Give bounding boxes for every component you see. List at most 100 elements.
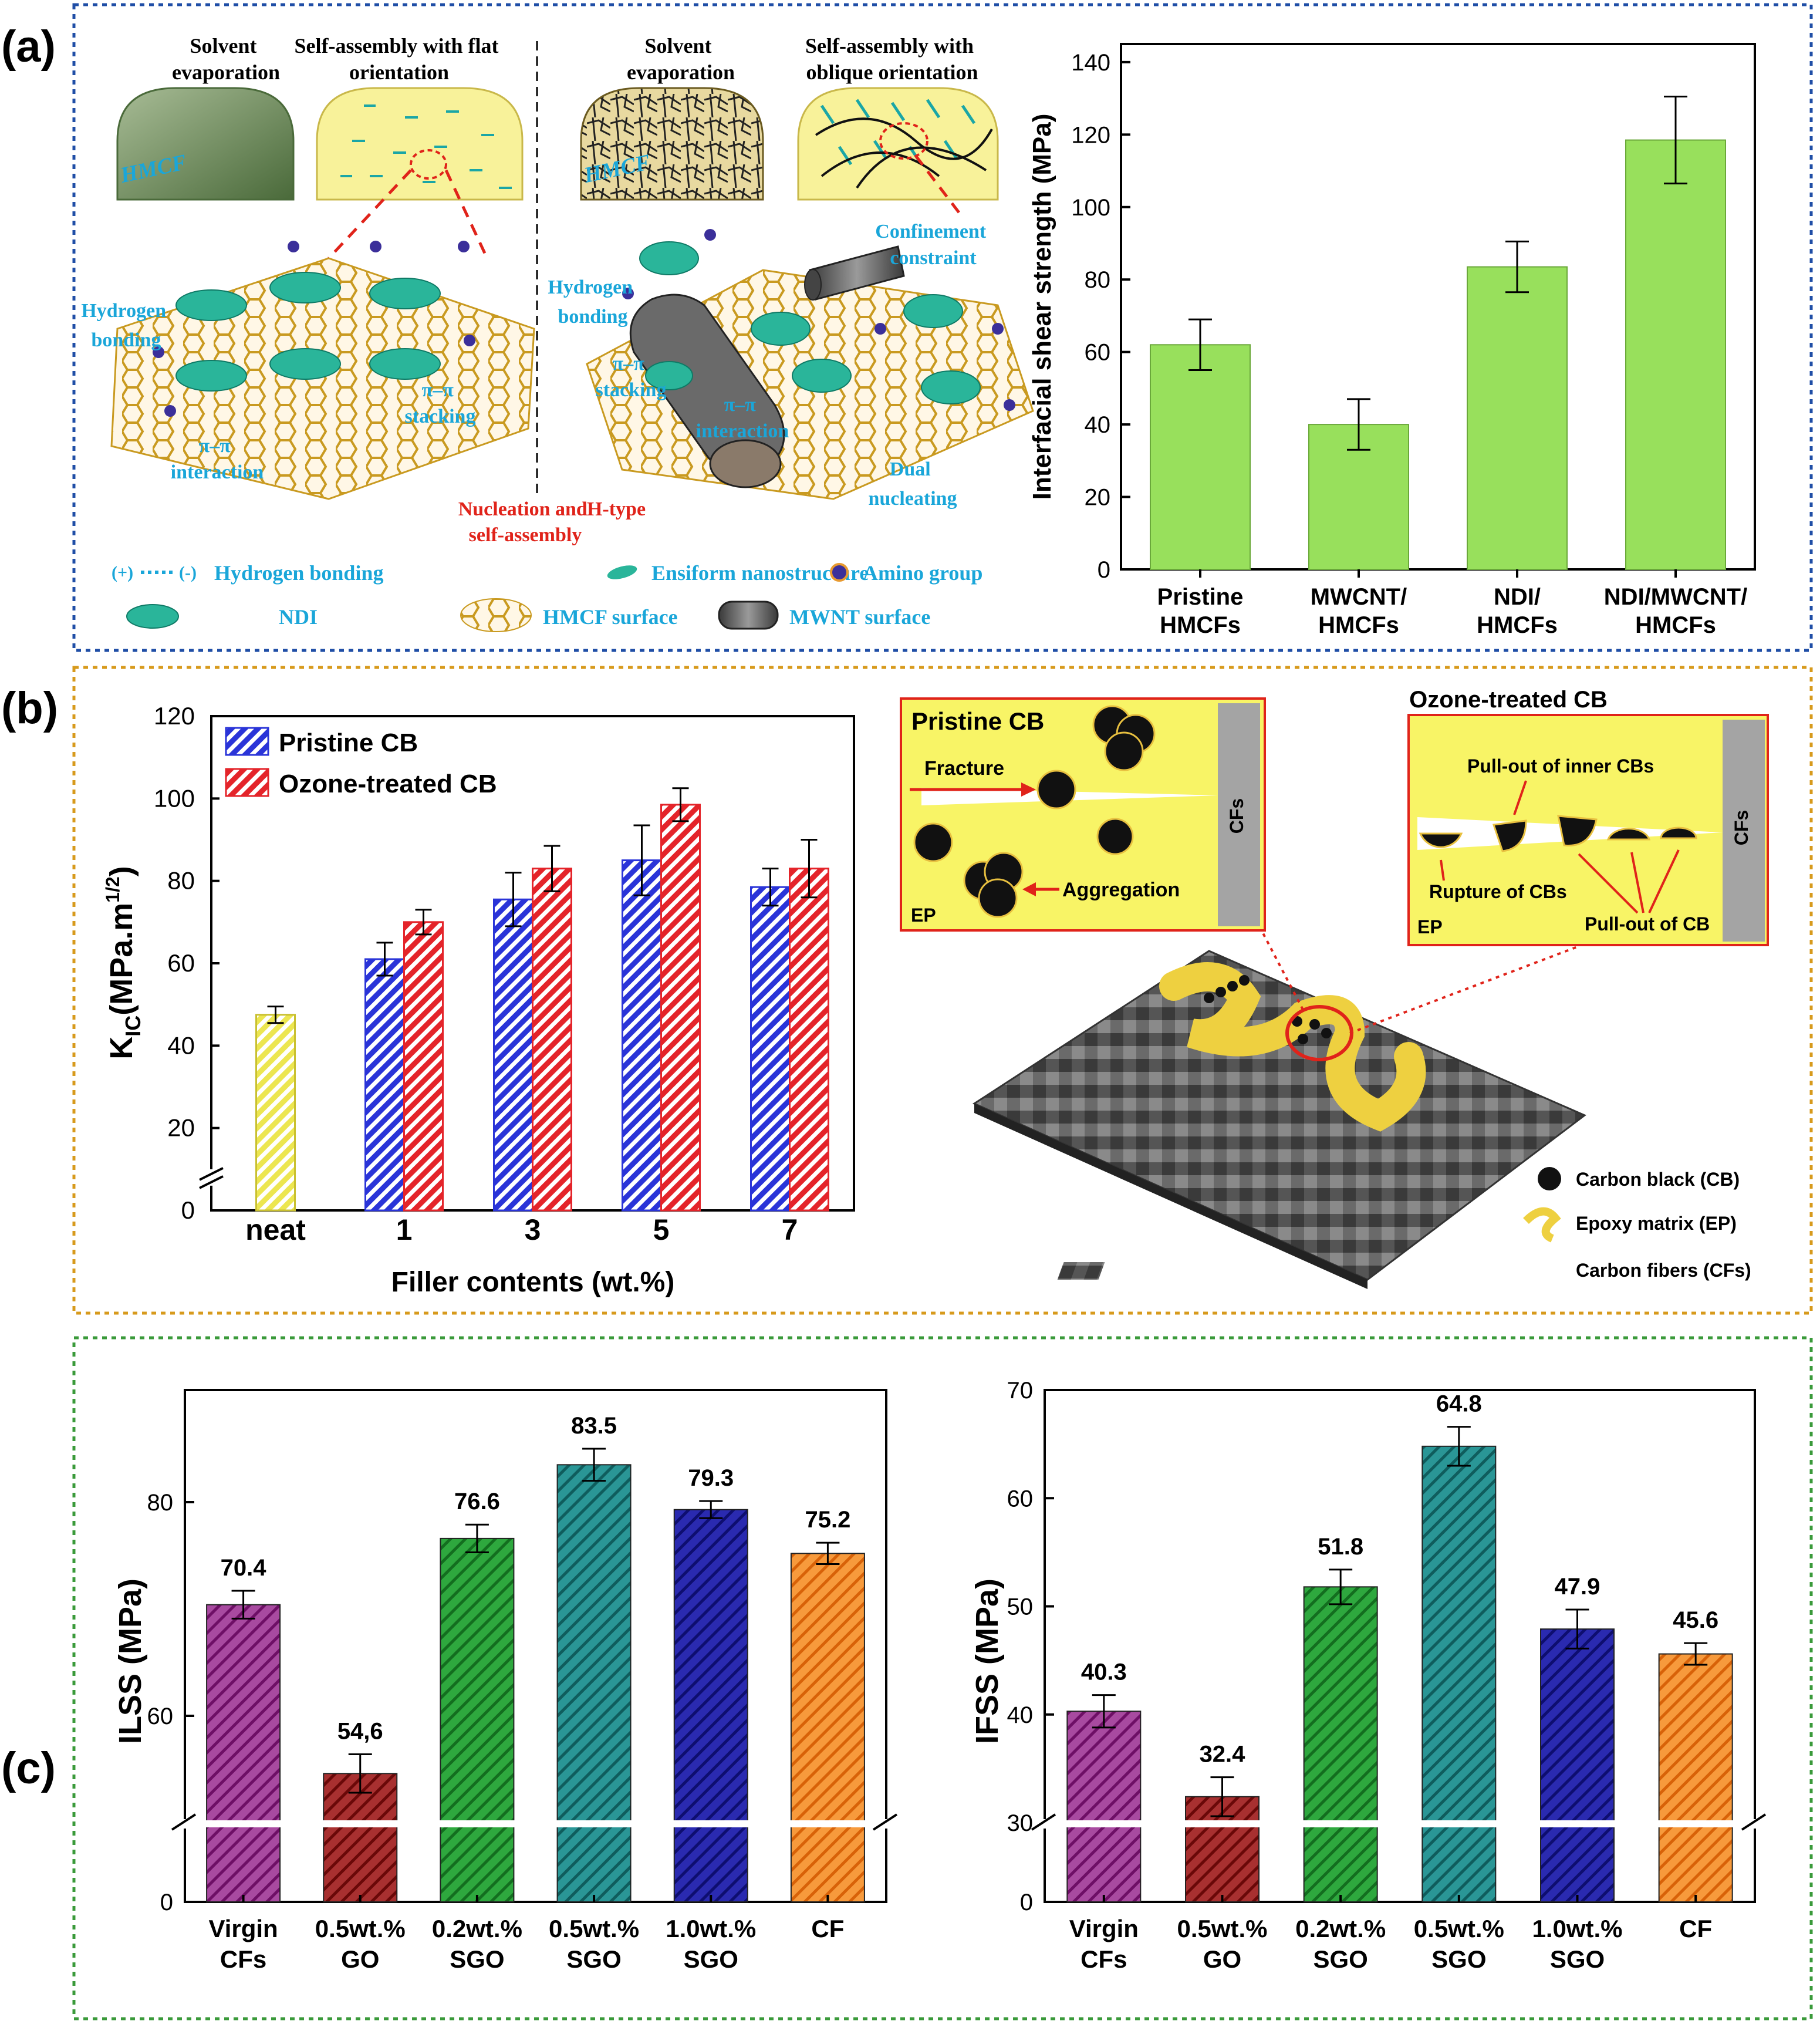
x-tick-label: 1 bbox=[396, 1213, 413, 1246]
y-tick-label: 0 bbox=[1020, 1890, 1033, 1915]
y-tick-label: 60 bbox=[1007, 1486, 1034, 1512]
x-tick-label: HMCFs bbox=[1318, 612, 1399, 638]
zoom-circle-2 bbox=[879, 122, 928, 160]
x-tick-label: NDI/ bbox=[1494, 584, 1541, 610]
y-axis-label: IFSS (MPa) bbox=[970, 1578, 1005, 1744]
value-label: 79.3 bbox=[688, 1465, 734, 1491]
ensiform-oblique bbox=[820, 99, 976, 166]
x-tick-label: 0.5wt.% bbox=[549, 1915, 639, 1942]
bar bbox=[660, 804, 701, 1212]
x-tick-label: SGO bbox=[1431, 1945, 1486, 1973]
solvent-evaporation-label: Solvent evaporation bbox=[172, 34, 280, 84]
chart-c-ifss: 0 30 40 50 60 70 40.3 Virgin CFs 32.4 0.5wt.% GO 51.… bbox=[970, 1378, 1767, 1973]
chart-frame bbox=[1044, 1389, 1756, 1903]
fracture-arrow-head bbox=[1021, 782, 1036, 797]
zoom-line-3 bbox=[914, 154, 964, 218]
bar-break-gap bbox=[205, 1820, 282, 1827]
y-tick-label: 20 bbox=[167, 1114, 195, 1142]
fabric-plate bbox=[972, 950, 1586, 1281]
value-label: 54,6 bbox=[337, 1719, 383, 1745]
y-tick-label: 0 bbox=[160, 1890, 173, 1915]
y-axis-label: Interfacial shear strength (MPa) bbox=[1028, 114, 1056, 500]
y-tick-label: 80 bbox=[1085, 267, 1111, 293]
x-tick-label: 1.0wt.% bbox=[1532, 1915, 1622, 1942]
bar-break-gap bbox=[556, 1820, 632, 1827]
legend-swatch bbox=[225, 768, 269, 797]
legend-ep-icon bbox=[1523, 1207, 1561, 1243]
panel-c-frame bbox=[72, 1336, 1813, 2020]
y-tick-label: 60 bbox=[147, 1703, 174, 1729]
oblique-yellow-cylinder bbox=[797, 87, 999, 201]
panel-b-frame bbox=[72, 666, 1813, 1315]
hydrogen-bonding-label-2: Hydrogen bonding bbox=[548, 276, 637, 328]
value-label: 47.9 bbox=[1555, 1574, 1600, 1600]
legend-cb-icon bbox=[1538, 1167, 1561, 1190]
x-tick-label: SGO bbox=[1313, 1945, 1367, 1973]
composite-link-2 bbox=[1349, 945, 1579, 1034]
ensiform-flat bbox=[340, 104, 512, 189]
y-axis-label: KIC(MPa.m1/2) bbox=[102, 866, 145, 1060]
x-tick-label: 1.0wt.% bbox=[666, 1915, 756, 1942]
panel-a-label: (a) bbox=[1, 22, 56, 72]
bar bbox=[364, 958, 405, 1212]
value-label: 51.8 bbox=[1318, 1534, 1363, 1560]
pull-out-inner-label: Pull-out of inner CBs bbox=[1467, 755, 1654, 777]
bar bbox=[1625, 139, 1726, 570]
legend-cf-icon bbox=[1057, 1262, 1105, 1280]
axis-break-mark bbox=[1031, 1813, 1056, 1831]
x-tick-label: Pristine bbox=[1157, 584, 1244, 610]
legend-ep: Epoxy matrix (EP) bbox=[1576, 1213, 1737, 1234]
legend-swatch bbox=[225, 727, 269, 756]
x-tick-label: MWCNT/ bbox=[1311, 584, 1407, 610]
ozone-cb-title: Ozone-treated CB bbox=[1409, 687, 1608, 713]
bar-break-gap bbox=[322, 1820, 399, 1827]
chart-c-ilss: 0 60 80 70.4 Virgin CFs 54,6 0.5wt.% GO 76.6 0.2wt… bbox=[113, 1389, 898, 1973]
y-tick-label: 100 bbox=[1071, 195, 1110, 221]
legend-minus: (-) bbox=[179, 563, 197, 582]
bar bbox=[1421, 1445, 1497, 1903]
chart-b-kic: 0 20 40 60 80 100 120 KIC(MPa.m1/2) Filler conte… bbox=[102, 702, 855, 1298]
bar bbox=[1658, 1653, 1733, 1903]
hmcf-cylinder-left bbox=[116, 87, 295, 201]
aggregation-label: Aggregation bbox=[1062, 879, 1180, 901]
value-label: 40.3 bbox=[1081, 1659, 1127, 1685]
value-label: 45.6 bbox=[1673, 1607, 1718, 1633]
pristine-cb-title: Pristine CB bbox=[911, 707, 1044, 735]
amino-groups-left bbox=[153, 241, 475, 417]
ep-label-2: EP bbox=[1417, 916, 1443, 937]
value-label: 70.4 bbox=[221, 1555, 267, 1581]
value-label: 32.4 bbox=[1200, 1742, 1246, 1767]
bar-break-gap bbox=[673, 1820, 749, 1827]
legend-ensiform-icon bbox=[607, 565, 637, 579]
bar bbox=[1467, 266, 1568, 570]
zoom-line-1 bbox=[327, 169, 412, 259]
axis-break-band bbox=[1033, 1819, 1767, 1829]
y-tick-label: 80 bbox=[147, 1490, 174, 1516]
bar bbox=[790, 1553, 865, 1903]
x-tick-label: neat bbox=[245, 1213, 306, 1246]
aggregation-arrow-head bbox=[1022, 882, 1036, 896]
x-tick-label: Virgin bbox=[208, 1915, 278, 1942]
pristine-cb-particles bbox=[913, 705, 1156, 918]
solvent-evaporation-label-2: Solvent evaporation bbox=[627, 34, 735, 84]
bar bbox=[493, 898, 533, 1212]
pi-interaction-label-2: π–π interaction bbox=[696, 394, 789, 442]
legend-cb: Carbon black (CB) bbox=[1576, 1169, 1740, 1190]
mwnt-tubes bbox=[629, 245, 905, 488]
ozone-cfs-strip bbox=[1723, 720, 1765, 942]
x-tick-label: 0.5wt.% bbox=[315, 1915, 406, 1942]
x-tick-label: GO bbox=[1203, 1945, 1241, 1973]
y-tick-label: 80 bbox=[167, 867, 195, 895]
axis-break-mark bbox=[199, 1167, 224, 1181]
ep-label-1: EP bbox=[911, 905, 936, 926]
schematic-a: Solvent evaporation Self-assembly with f… bbox=[81, 34, 1034, 632]
bar bbox=[673, 1509, 748, 1902]
legend-plus: (+) bbox=[112, 563, 133, 582]
bar bbox=[440, 1537, 515, 1902]
composite-cb-dots bbox=[1204, 975, 1332, 1044]
x-tick-label: 7 bbox=[782, 1213, 798, 1246]
pi-stacking-label-1: π–π stacking bbox=[405, 379, 476, 427]
hmcf-yellow-cylinder bbox=[316, 87, 524, 201]
schematic-b: CFs Pristine CB Fracture Aggregation EP … bbox=[900, 687, 1769, 1289]
bar bbox=[556, 1464, 632, 1903]
